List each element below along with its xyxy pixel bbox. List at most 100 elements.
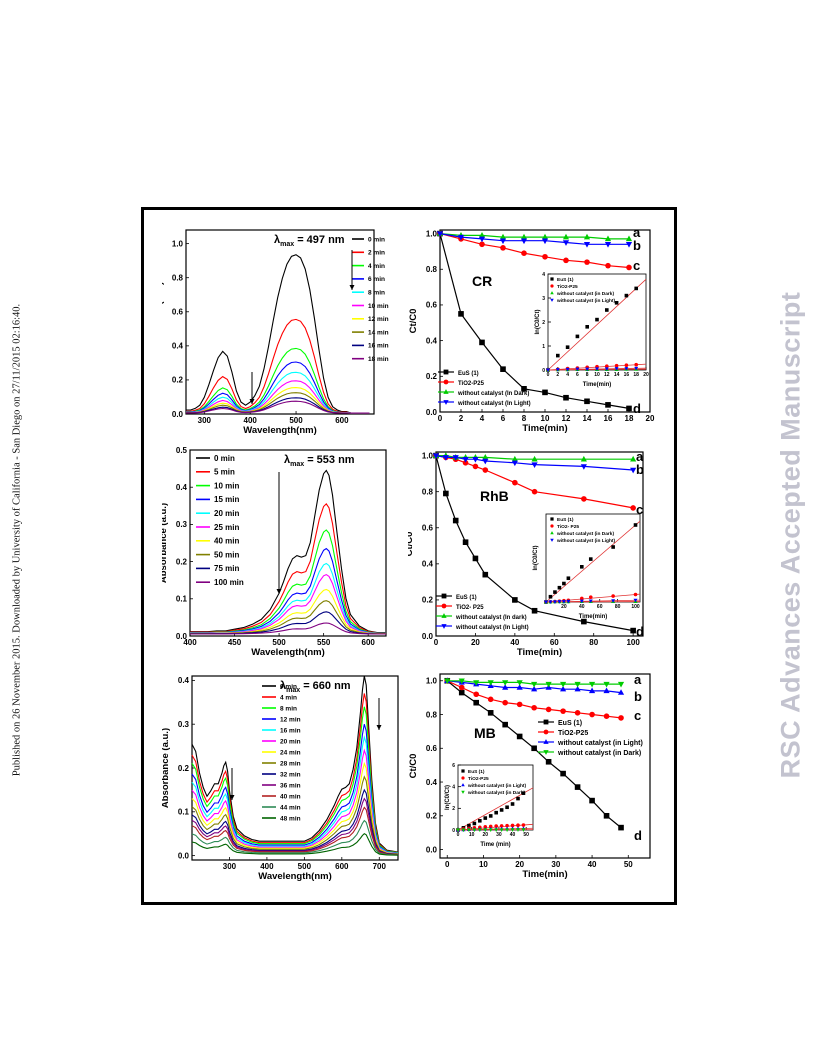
degradation-mb-dye-label: MB xyxy=(474,725,496,741)
degradation-rhb-inset-x-tick-label: 80 xyxy=(615,604,621,610)
degradation-cr-y-tick-label: 1.0 xyxy=(426,229,438,238)
degradation-rhb-inset-legend-marker xyxy=(550,538,554,542)
degradation-rhb-marker xyxy=(630,505,636,511)
degradation-cr-inset-legend-marker xyxy=(550,277,554,281)
spectra-rhb-legend-label: 40 min xyxy=(214,537,239,546)
spectra-mb-series-line xyxy=(191,761,399,855)
degradation-rhb-marker xyxy=(472,463,479,470)
degradation-rhb-marker xyxy=(512,597,518,603)
degradation-mb-inset-marker xyxy=(467,823,471,828)
degradation-rhb-inset-marker xyxy=(544,600,548,605)
degradation-mb-marker xyxy=(516,733,523,740)
degradation-rhb-inset-background xyxy=(546,514,640,602)
degradation-cr-inset-x-tick-label: 10 xyxy=(594,372,600,378)
degradation-cr-inset-marker xyxy=(624,367,629,371)
degradation-cr-curve-label-a: a xyxy=(633,225,641,240)
degradation-rhb-marker xyxy=(580,464,587,470)
spectra-mb-x-tick-label: 400 xyxy=(260,862,274,871)
spectra-cr-arrow-head xyxy=(249,399,255,404)
degradation-cr-inset-x-tick-label: 12 xyxy=(604,372,610,378)
degradation-cr-inset-marker xyxy=(595,367,599,371)
spectra-rhb-plot-frame xyxy=(189,449,387,637)
degradation-mb-y-axis-label: Ct/C0 xyxy=(408,754,419,779)
degradation-rhb-y-tick-label: 0.4 xyxy=(422,560,434,569)
degradation-cr-marker xyxy=(542,253,548,260)
spectra-mb-y-tick-label: 0.0 xyxy=(178,851,190,860)
degradation-cr-legend-label: without catalyst (In Dark) xyxy=(457,391,529,397)
degradation-rhb-inset-legend-label: without catalyst (in Light) xyxy=(556,538,615,544)
degradation-rhb-inset-marker xyxy=(561,600,566,604)
spectra-cr-y-axis-label: Absorbance (a.u.) xyxy=(162,282,165,362)
degradation-mb-inset-marker xyxy=(516,828,520,832)
degradation-cr-dye-label: CR xyxy=(472,273,492,289)
degradation-rhb-y-axis-label: Ct/C0 xyxy=(408,532,415,557)
spectra-cr-legend-label: 16 min xyxy=(368,343,389,350)
degradation-rhb-marker xyxy=(443,490,449,497)
degradation-mb-inset-y-tick-label: 2 xyxy=(452,806,455,812)
spectra-mb-legend-label: 48 min xyxy=(280,815,301,822)
degradation-cr-marker xyxy=(479,339,485,346)
degradation-cr-marker xyxy=(457,234,465,241)
degradation-rhb-marker xyxy=(531,462,538,468)
degradation-mb-marker xyxy=(603,713,610,720)
spectra-mb-series-line xyxy=(191,833,399,856)
spectra-rhb-x-tick-label: 600 xyxy=(362,638,376,647)
degradation-cr-x-tick-label: 6 xyxy=(501,414,506,423)
degradation-cr-inset-marker xyxy=(634,286,638,291)
spectra-mb-y-tick-label: 0.2 xyxy=(178,764,190,773)
degradation-mb-marker xyxy=(603,681,610,688)
degradation-mb-inset-y-axis-label: ln(C0/Ct) xyxy=(445,785,451,810)
degradation-mb-inset-x-tick-label: 50 xyxy=(523,832,529,838)
spectra-cr-x-axis-label: Wavelength(nm) xyxy=(243,425,317,436)
degradation-mb-inset-marker xyxy=(466,828,471,833)
degradation-mb-inset-marker xyxy=(510,802,515,806)
degradation-cr-y-tick-label: 0.8 xyxy=(426,265,438,274)
degradation-rhb-series-line xyxy=(435,455,634,471)
degradation-rhb-y-tick-label: 1.0 xyxy=(422,451,434,460)
degradation-rhb-legend-marker xyxy=(441,593,447,599)
degradation-mb-inset-marker xyxy=(488,824,493,829)
degradation-rhb-marker xyxy=(531,607,538,614)
degradation-cr-marker xyxy=(625,235,633,242)
degradation-cr-series-line xyxy=(439,233,629,245)
degradation-cr-marker xyxy=(499,233,507,240)
degradation-rhb-inset-x-axis-label: Time(min) xyxy=(579,614,608,620)
degradation-mb-marker xyxy=(531,685,538,692)
degradation-mb-inset-marker xyxy=(494,828,499,832)
degradation-rhb-inset-marker xyxy=(611,599,616,603)
degradation-cr-marker xyxy=(562,240,570,246)
degradation-rhb-dye-label: RhB xyxy=(480,488,509,504)
degradation-mb-marker xyxy=(574,784,581,790)
degradation-rhb-inset-marker xyxy=(579,599,584,604)
degradation-rhb-marker xyxy=(482,467,489,473)
spectra-mb-series-line xyxy=(191,735,399,854)
degradation-rhb-marker xyxy=(452,517,459,524)
degradation-cr-curve-label-c: c xyxy=(633,258,640,273)
degradation-mb-legend-marker xyxy=(543,729,549,735)
degradation-mb-inset-marker xyxy=(521,791,526,795)
degradation-rhb-inset-marker xyxy=(633,523,638,527)
degradation-rhb-marker xyxy=(630,455,637,462)
spectra-rhb-x-tick-label: 500 xyxy=(272,638,286,647)
degradation-cr-marker xyxy=(583,242,591,248)
degradation-mb-legend-label: without catalyst (in Dark) xyxy=(557,750,641,757)
degradation-rhb-y-tick-label: 0.6 xyxy=(422,524,434,533)
degradation-rhb-x-tick-label: 60 xyxy=(550,638,559,647)
spectra-mb-annotation: λmax = 660 nm xyxy=(280,680,351,694)
degradation-rhb-inset-marker xyxy=(588,595,593,599)
degradation-mb-inset-x-tick-label: 0 xyxy=(457,832,460,838)
degradation-mb-inset-y-tick-label: 4 xyxy=(452,784,455,790)
degradation-rhb-y-tick-label: 0.2 xyxy=(422,596,434,605)
degradation-rhb-plot-frame xyxy=(435,451,644,637)
spectra-mb-legend-label: 8 min xyxy=(280,705,297,712)
degradation-cr-legend-marker xyxy=(443,379,449,385)
degradation-rhb-inset-marker xyxy=(611,545,615,549)
degradation-mb-inset-legend-marker xyxy=(461,776,465,780)
spectra-cr-series-line xyxy=(186,380,370,414)
spectra-cr-legend-label: 4 min xyxy=(368,263,385,270)
spectra-mb-x-tick-label: 700 xyxy=(373,862,387,871)
degradation-mb-y-tick-label: 0.4 xyxy=(426,778,438,787)
spectra-rhb-y-tick-label: 0.0 xyxy=(176,632,188,641)
spectra-cr-annotation: λmax = 497 nm xyxy=(274,234,345,248)
degradation-mb-inset-marker xyxy=(494,810,498,815)
